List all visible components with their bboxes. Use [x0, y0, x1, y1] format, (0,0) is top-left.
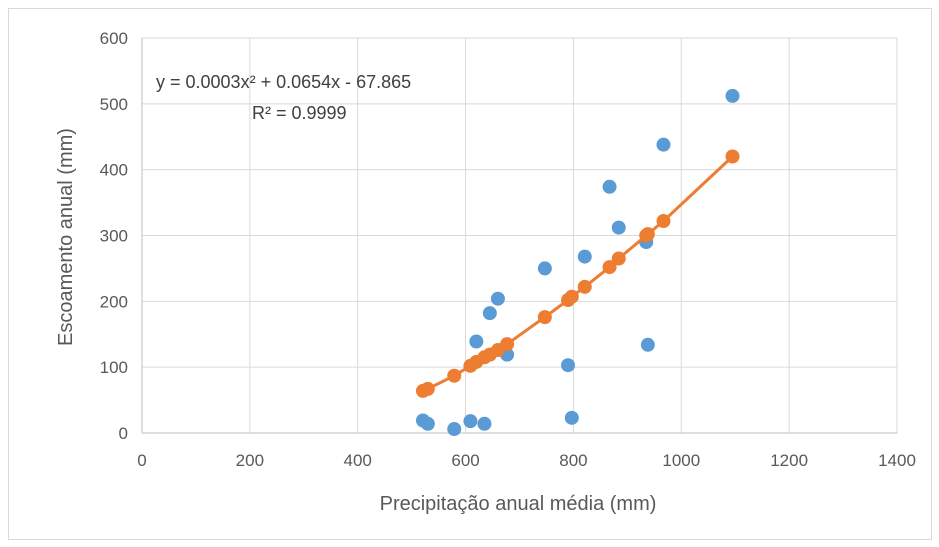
scatter-chart: 0 200 400 600 800 1000 1200 1400 0 100 200 300 400 5…	[55, 29, 916, 515]
y-axis-title: Escoamento anual (mm)	[55, 128, 77, 346]
series-2	[415, 149, 740, 398]
data-point	[420, 381, 435, 396]
data-point	[602, 179, 617, 194]
data-point	[477, 416, 492, 431]
x-tick-label: 800	[559, 451, 587, 470]
y-tick-label: 100	[100, 358, 128, 377]
gridlines	[142, 37, 898, 433]
data-point	[564, 410, 579, 425]
y-tick-label: 200	[100, 292, 128, 311]
x-tick-label: 1400	[878, 451, 916, 470]
x-tick-label: 200	[236, 451, 264, 470]
x-tick-label: 400	[344, 451, 372, 470]
data-point	[656, 214, 671, 229]
x-tick-label: 0	[137, 451, 146, 470]
axes	[141, 38, 897, 434]
data-point	[725, 88, 740, 103]
data-series	[415, 88, 740, 437]
y-tick-label: 500	[100, 95, 128, 114]
data-point	[640, 227, 655, 242]
data-point	[490, 291, 505, 306]
data-point	[640, 337, 655, 352]
x-tick-labels: 0 200 400 600 800 1000 1200 1400	[137, 451, 916, 470]
y-tick-label: 600	[100, 29, 128, 48]
data-point	[447, 422, 462, 437]
series-1	[415, 88, 740, 437]
data-point	[611, 220, 626, 235]
x-tick-label: 600	[451, 451, 479, 470]
y-tick-label: 0	[119, 424, 128, 443]
x-tick-label: 1000	[662, 451, 700, 470]
data-point	[537, 310, 552, 325]
data-point	[482, 306, 497, 321]
y-tick-label: 300	[100, 227, 128, 246]
data-point	[500, 337, 515, 352]
data-point	[469, 334, 484, 349]
trendline-equation: y = 0.0003x² + 0.0654x - 67.865	[156, 72, 411, 92]
data-point	[561, 358, 576, 373]
trendline	[422, 155, 734, 393]
data-point	[577, 279, 592, 294]
data-point	[447, 368, 462, 383]
y-tick-labels: 0 100 200 300 400 500 600	[100, 29, 128, 443]
y-tick-label: 400	[100, 161, 128, 180]
data-point	[602, 260, 617, 275]
data-point	[420, 416, 435, 431]
x-tick-label: 1200	[770, 451, 808, 470]
trendline-r-squared: R² = 0.9999	[252, 103, 347, 123]
chart-container: 0 200 400 600 800 1000 1200 1400 0 100 200 300 400 5…	[8, 8, 932, 540]
data-point	[656, 137, 671, 152]
data-point	[463, 414, 478, 429]
x-axis-title: Precipitação anual média (mm)	[380, 493, 657, 515]
data-point	[564, 289, 579, 304]
data-point	[725, 149, 740, 164]
data-point	[537, 261, 552, 276]
data-point	[577, 249, 592, 264]
data-point	[611, 251, 626, 266]
